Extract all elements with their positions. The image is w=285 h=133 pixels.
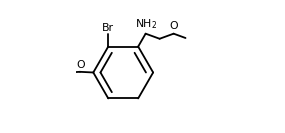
Text: O: O (76, 60, 85, 70)
Text: O: O (169, 21, 178, 31)
Text: Br: Br (102, 23, 114, 33)
Text: NH$_2$: NH$_2$ (135, 17, 157, 31)
